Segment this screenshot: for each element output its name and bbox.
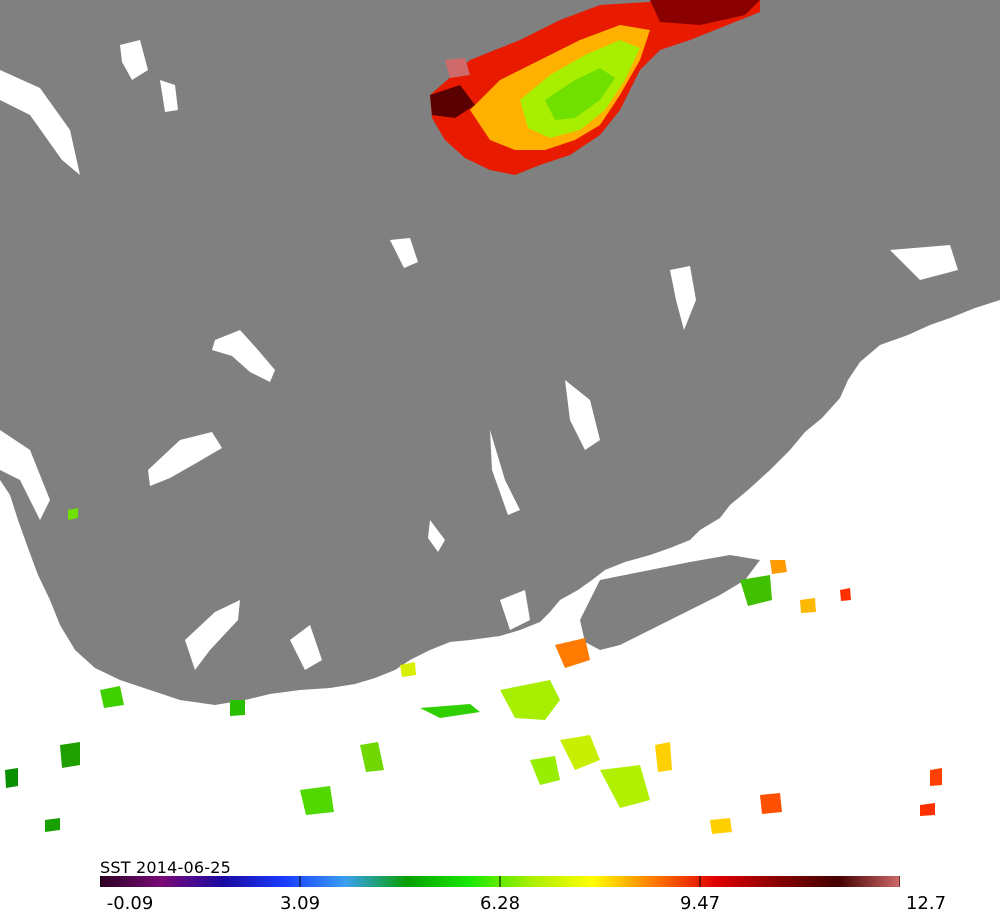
lake-left-coast (0, 70, 80, 175)
legend-title: SST 2014-06-25 (100, 858, 231, 877)
colorbar-tick-label: 3.09 (279, 893, 321, 914)
colorbar-tick-label: -0.09 (106, 893, 154, 914)
lake-north-2 (160, 80, 178, 112)
fjord-south-3 (500, 590, 530, 630)
sst-north-sea-patch (430, 0, 760, 175)
sst-south-sea-patches (5, 508, 942, 834)
land-mass (0, 0, 1000, 705)
fjord-south-2 (290, 625, 322, 670)
lake-mid-2 (490, 430, 520, 515)
colorbar-ticks (100, 876, 900, 887)
lake-east-2 (890, 245, 958, 280)
lake-central (212, 330, 275, 382)
colorbar-tick-label: 6.28 (479, 893, 521, 914)
lake-north-1 (120, 40, 148, 80)
fjord-south-1 (185, 600, 240, 670)
sst-map (0, 0, 1000, 834)
lake-west-fjord (0, 430, 50, 520)
lakes (0, 40, 958, 670)
colorbar-tick-label: 9.47 (679, 893, 721, 914)
lake-mid-3 (428, 520, 445, 552)
land (0, 0, 1000, 705)
lake-east-1 (670, 266, 696, 330)
lake-vanern (148, 432, 222, 486)
lake-north-3 (390, 238, 418, 268)
colorbar-tick-label: 12.7 (905, 893, 947, 914)
colorbar (100, 876, 900, 887)
lake-mid-1 (565, 380, 600, 450)
land-peninsula-southeast (580, 555, 760, 650)
